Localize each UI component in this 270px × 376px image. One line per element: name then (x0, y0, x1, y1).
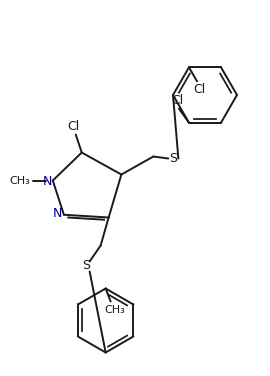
Text: N: N (43, 175, 52, 188)
Text: Cl: Cl (68, 120, 80, 133)
Text: S: S (82, 259, 90, 272)
Text: CH₃: CH₃ (9, 176, 30, 185)
Text: Cl: Cl (193, 83, 205, 96)
Text: S: S (169, 152, 177, 165)
Text: CH₃: CH₃ (104, 305, 125, 315)
Text: N: N (53, 207, 63, 220)
Text: Cl: Cl (171, 94, 183, 107)
